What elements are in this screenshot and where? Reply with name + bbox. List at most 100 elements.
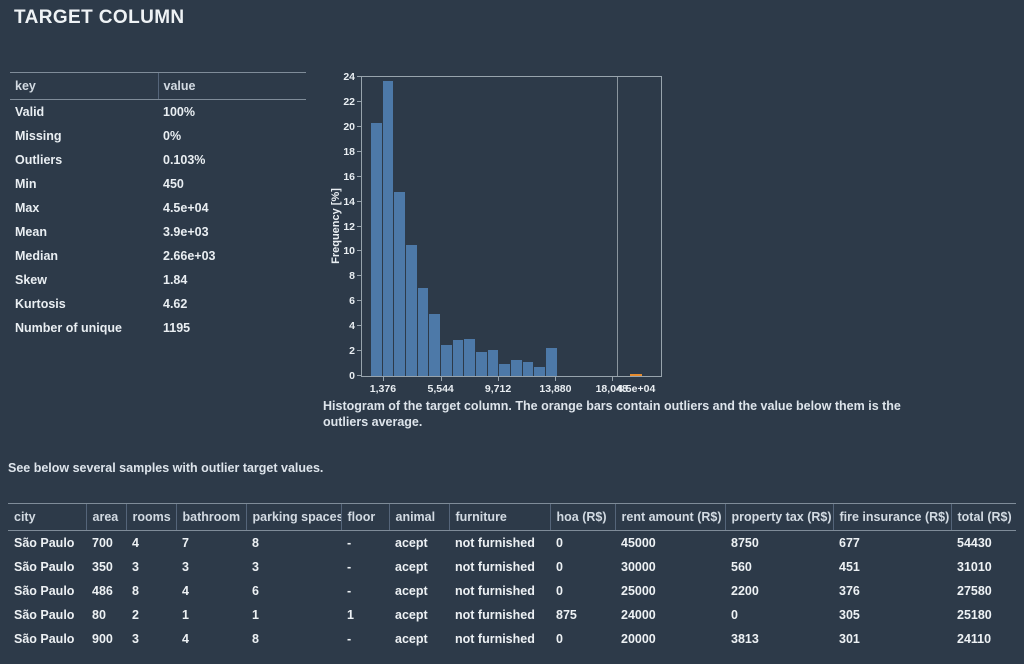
y-tick-label: 22	[343, 95, 355, 108]
samples-cell: 0	[556, 632, 563, 646]
samples-cell: São Paulo	[14, 536, 75, 550]
samples-cell: 0	[731, 608, 738, 622]
samples-cell: 700	[92, 536, 113, 550]
stats-header-value: value	[157, 72, 306, 100]
samples-cell: 350	[92, 560, 113, 574]
samples-cell: 900	[92, 632, 113, 646]
y-tick-label: 16	[343, 170, 355, 183]
samples-column-header: rent amount (R$)	[614, 503, 725, 531]
samples-cell: acept	[395, 560, 428, 574]
samples-column-header: hoa (R$)	[549, 503, 615, 531]
samples-cell: 31010	[957, 560, 992, 574]
plot-area: 0 2 4 6 8 10 12 14 16 18 20 22 24 1,376 5,544 9,712 13,8…	[343, 71, 662, 395]
samples-cell: -	[347, 560, 352, 574]
y-tick-label: 2	[349, 345, 355, 358]
samples-row: São Paulo 900 3 4 8 - acept not furnished 0 20000…	[8, 627, 1016, 651]
stats-table-body: Valid 100% Missing 0% Outliers 0.103% Min 450 Ma…	[10, 100, 306, 341]
samples-column-header: area	[85, 503, 126, 531]
stat-key: Median	[15, 249, 59, 263]
stat-key: Min	[15, 177, 37, 191]
stats-row: Min 450	[10, 172, 306, 196]
samples-table-body: São Paulo 700 4 7 8 - acept not furnished 0 45000…	[8, 531, 1016, 652]
samples-column-header: city	[8, 503, 86, 531]
stat-value: 1.84	[163, 273, 188, 287]
x-tick-label: 1,376	[369, 383, 397, 395]
samples-cell: 7	[182, 536, 189, 550]
samples-cell: -	[347, 632, 352, 646]
samples-cell: acept	[395, 608, 428, 622]
samples-column-header: animal	[388, 503, 449, 531]
samples-column-header: rooms	[125, 503, 176, 531]
y-tick-label: 4	[349, 320, 355, 333]
x-tick-mark	[440, 376, 442, 381]
stats-row: Outliers 0.103%	[10, 148, 306, 172]
samples-cell: 8	[252, 536, 259, 550]
samples-cell: 45000	[621, 536, 656, 550]
histogram-bar	[452, 339, 464, 376]
histogram-bar	[429, 313, 440, 376]
samples-column-header: floor	[340, 503, 389, 531]
chart-caption: Histogram of the target column. The oran…	[323, 399, 901, 430]
y-tick-label: 8	[349, 270, 355, 283]
stat-value: 4.5e+04	[163, 201, 209, 215]
samples-cell: 0	[556, 584, 563, 598]
y-tick-label: 18	[343, 145, 355, 158]
histogram-bar	[487, 349, 499, 376]
samples-column-header: total (R$)	[950, 503, 1016, 531]
stat-value: 3.9e+03	[163, 225, 209, 239]
y-tick-mark	[357, 200, 362, 202]
samples-cell: 875	[556, 608, 577, 622]
histogram-bar	[382, 80, 394, 376]
histogram-bar	[440, 344, 452, 376]
samples-cell: 376	[839, 584, 860, 598]
samples-cell: 1	[182, 608, 189, 622]
samples-cell: São Paulo	[14, 560, 75, 574]
samples-cell: 30000	[621, 560, 656, 574]
y-tick-mark	[357, 350, 362, 352]
samples-cell: 25000	[621, 584, 656, 598]
stats-row: Max 4.5e+04	[10, 196, 306, 220]
samples-cell: acept	[395, 632, 428, 646]
stats-row: Median 2.66e+03	[10, 244, 306, 268]
samples-intro: See below several samples with outlier t…	[8, 461, 324, 475]
stat-value: 2.66e+03	[163, 249, 216, 263]
y-tick-mark	[357, 250, 362, 252]
samples-cell: 4	[132, 536, 139, 550]
y-tick-label: 20	[343, 120, 355, 133]
samples-cell: 8	[132, 584, 139, 598]
samples-cell: 305	[839, 608, 860, 622]
samples-cell: 54430	[957, 536, 992, 550]
histogram-bar	[417, 287, 429, 376]
x-tick-mark	[498, 376, 500, 381]
samples-cell: 677	[839, 536, 860, 550]
samples-column-header: fire insurance (R$)	[832, 503, 951, 531]
y-tick-label: 10	[343, 245, 355, 258]
samples-cell: acept	[395, 584, 428, 598]
histogram-bar	[534, 367, 545, 376]
samples-cell: 486	[92, 584, 113, 598]
stat-key: Mean	[15, 225, 47, 239]
x-tick-label: 5,544	[427, 383, 454, 395]
y-tick-mark	[357, 175, 362, 177]
samples-cell: 2	[132, 608, 139, 622]
histogram-bar	[464, 338, 475, 376]
stat-key: Outliers	[15, 153, 63, 167]
y-tick-mark	[357, 375, 362, 376]
samples-cell: 0	[556, 560, 563, 574]
samples-cell: 8	[252, 632, 259, 646]
page-title: TARGET COLUMN	[14, 7, 185, 28]
y-tick-mark	[357, 300, 362, 302]
samples-cell: 3813	[731, 632, 759, 646]
stats-row: Skew 1.84	[10, 268, 306, 292]
y-tick-label: 6	[349, 295, 355, 308]
x-tick-label: 9,712	[484, 383, 512, 395]
stats-table: key value Valid 100% Missing 0% Outliers 0.10…	[10, 72, 306, 340]
samples-row: São Paulo 350 3 3 3 - acept not furnished 0 30000…	[8, 555, 1016, 579]
samples-column-header: property tax (R$)	[724, 503, 833, 531]
stat-value: 0.103%	[163, 153, 206, 167]
samples-cell: 1	[252, 608, 259, 622]
samples-cell: 25180	[957, 608, 992, 622]
samples-cell: not furnished	[455, 560, 535, 574]
samples-cell: -	[347, 536, 352, 550]
y-tick-mark	[357, 275, 362, 277]
